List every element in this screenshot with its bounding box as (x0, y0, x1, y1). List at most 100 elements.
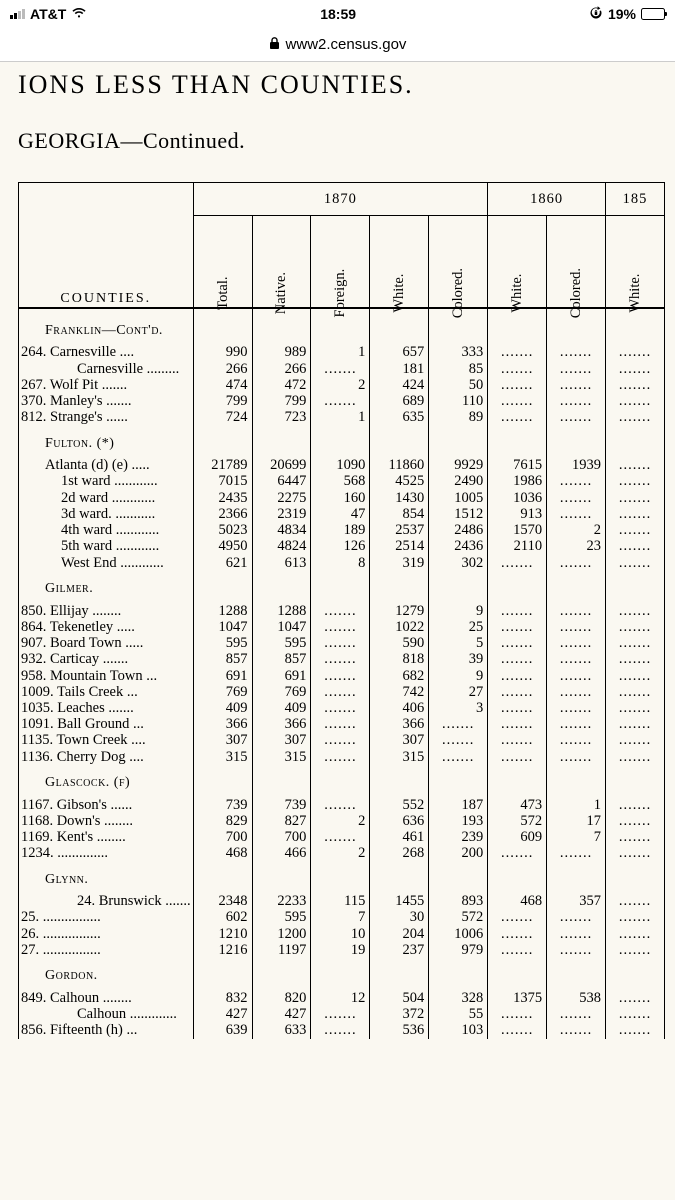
cell: 572 (488, 813, 547, 829)
cell: 85 (429, 361, 488, 377)
cell: ....... (311, 732, 370, 748)
cell: 5023 (193, 522, 252, 538)
cell: ....... (547, 393, 606, 409)
address-bar[interactable]: www2.census.gov (0, 28, 675, 62)
table-row: 1st ward ............7015644756845252490… (19, 473, 665, 489)
cell: 466 (252, 845, 311, 861)
section-heading: Franklin—Cont'd. (19, 308, 194, 345)
cell: 1006 (429, 926, 488, 942)
cell: ....... (429, 732, 488, 748)
row-label: 907. Board Town ..... (19, 635, 194, 651)
cell: 1288 (252, 603, 311, 619)
cell: ....... (606, 619, 665, 635)
cell: ....... (606, 635, 665, 651)
cell: 2490 (429, 473, 488, 489)
cell: ....... (606, 749, 665, 765)
battery-icon (641, 8, 665, 20)
cell: 639 (193, 1022, 252, 1038)
cell: 315 (370, 749, 429, 765)
cell: 2537 (370, 522, 429, 538)
col-white-1870: White. (370, 216, 429, 308)
cell: 307 (252, 732, 311, 748)
cell: ....... (488, 732, 547, 748)
cell: ....... (606, 555, 665, 571)
cell: 829 (193, 813, 252, 829)
cell: 2 (311, 377, 370, 393)
cell: 2436 (429, 538, 488, 554)
cell: ....... (547, 1006, 606, 1022)
cell: 50 (429, 377, 488, 393)
cell: ....... (606, 829, 665, 845)
cell: 20699 (252, 457, 311, 473)
cell: 538 (547, 990, 606, 1006)
cell: 55 (429, 1006, 488, 1022)
cell: ....... (547, 635, 606, 651)
cell: 700 (252, 829, 311, 845)
cell: 2233 (252, 893, 311, 909)
year-185x: 185 (606, 183, 665, 216)
cell: 1216 (193, 942, 252, 958)
row-label: 4th ward ............ (19, 522, 194, 538)
cell: 820 (252, 990, 311, 1006)
cell: ....... (547, 668, 606, 684)
cell: 621 (193, 555, 252, 571)
cell: ....... (606, 538, 665, 554)
table-row: 1035. Leaches .......409409.......4063..… (19, 700, 665, 716)
cell: 181 (370, 361, 429, 377)
row-label: 3d ward. ........... (19, 506, 194, 522)
cell: 1197 (252, 942, 311, 958)
cell: 832 (193, 990, 252, 1006)
cell: ....... (547, 716, 606, 732)
col-white-185x: White. (606, 216, 665, 308)
cell: ....... (488, 361, 547, 377)
cell: ....... (429, 749, 488, 765)
cell: 47 (311, 506, 370, 522)
cell: ....... (488, 909, 547, 925)
col-colored-1870: Colored. (429, 216, 488, 308)
cell: 307 (193, 732, 252, 748)
cell: ....... (547, 926, 606, 942)
page-title: GEORGIA—Continued. (18, 128, 665, 154)
cell: 1 (311, 409, 370, 425)
table-row: Atlanta (d) (e) .....2178920699109011860… (19, 457, 665, 473)
table-row: 1135. Town Creek ....307307.......307...… (19, 732, 665, 748)
table-row: 1169. Kent's ........700700.......461239… (19, 829, 665, 845)
lock-icon (269, 37, 280, 53)
cell: 268 (370, 845, 429, 861)
cell: 307 (370, 732, 429, 748)
cell: ....... (311, 361, 370, 377)
cell: 409 (252, 700, 311, 716)
document-viewport[interactable]: IONS LESS THAN COUNTIES. GEORGIA—Continu… (0, 62, 675, 1200)
cell: 187 (429, 797, 488, 813)
battery-pct: 19% (608, 6, 636, 22)
cell: 602 (193, 909, 252, 925)
cell: ....... (606, 926, 665, 942)
cell: 700 (193, 829, 252, 845)
cell: ....... (311, 668, 370, 684)
table-row: 370. Manley's .......799799.......689110… (19, 393, 665, 409)
cell: 682 (370, 668, 429, 684)
cell: ....... (311, 393, 370, 409)
table-row: 849. Calhoun ........8328201250432813755… (19, 990, 665, 1006)
cell: 302 (429, 555, 488, 571)
row-label: 850. Ellijay ........ (19, 603, 194, 619)
cell: 769 (252, 684, 311, 700)
table-row: 27. ................1216119719237979....… (19, 942, 665, 958)
cell: ....... (606, 490, 665, 506)
cell: ....... (606, 942, 665, 958)
cell: ....... (488, 942, 547, 958)
cell: 827 (252, 813, 311, 829)
table-row: 1136. Cherry Dog ....315315.......315...… (19, 749, 665, 765)
cell: ....... (547, 732, 606, 748)
cell: ....... (311, 749, 370, 765)
cell: 472 (252, 377, 311, 393)
cell: ....... (429, 716, 488, 732)
cell: 110 (429, 393, 488, 409)
cell: 635 (370, 409, 429, 425)
cell: ....... (311, 1006, 370, 1022)
cell: ....... (606, 409, 665, 425)
cell: ....... (547, 651, 606, 667)
row-label: 1136. Cherry Dog .... (19, 749, 194, 765)
cell: 818 (370, 651, 429, 667)
cell: 1570 (488, 522, 547, 538)
